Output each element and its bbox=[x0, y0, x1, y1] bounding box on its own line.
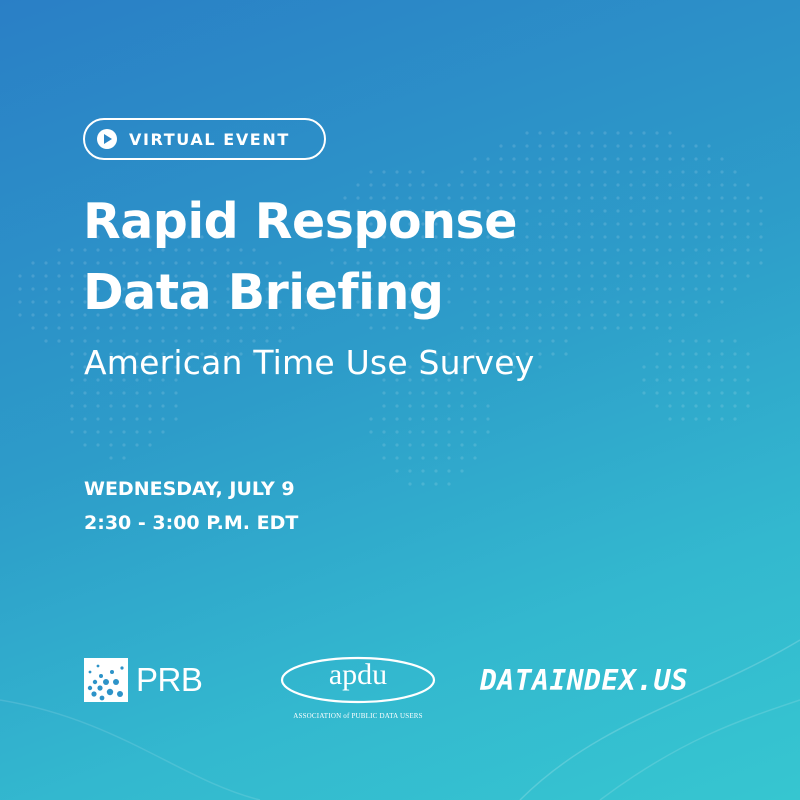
prb-logo: PRB bbox=[84, 656, 214, 704]
apdu-tagline: ASSOCIATION of PUBLIC DATA USERS bbox=[293, 712, 423, 720]
prb-wordmark: PRB bbox=[136, 661, 203, 698]
event-date: WEDNESDAY, JULY 9 bbox=[84, 478, 295, 500]
prb-dots-icon bbox=[84, 658, 128, 702]
badge-label: VIRTUAL EVENT bbox=[129, 129, 290, 149]
apdu-logo: apdu ASSOCIATION of PUBLIC DATA USERS bbox=[278, 652, 448, 722]
play-circle-icon bbox=[97, 129, 117, 149]
event-time: 2:30 - 3:00 P.M. EDT bbox=[84, 512, 299, 534]
event-title-line-1: Rapid Response bbox=[83, 193, 517, 250]
apdu-wordmark: apdu bbox=[328, 658, 388, 691]
virtual-event-badge: VIRTUAL EVENT bbox=[83, 118, 326, 160]
event-subtitle: American Time Use Survey bbox=[84, 343, 535, 382]
dataindex-logo: DATAINDEX.US bbox=[480, 664, 689, 697]
apdu-ellipse bbox=[280, 656, 436, 704]
event-title-line-2: Data Briefing bbox=[83, 264, 444, 321]
